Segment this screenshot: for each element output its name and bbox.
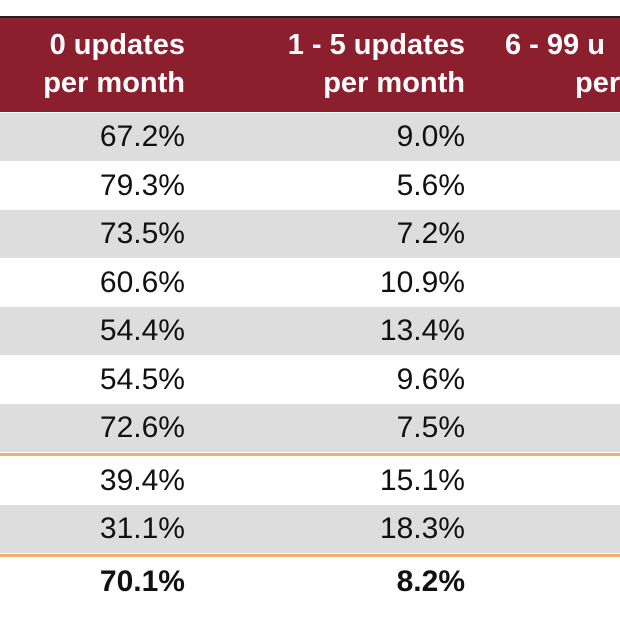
table-header [0,16,620,112]
cell: 15.1% [379,463,465,497]
cell: 73.5% [99,217,185,250]
table-row [0,259,620,307]
table-row [0,113,620,161]
cell: 31.1% [99,512,185,545]
header-cell: 6 - 99 u [505,29,605,61]
cell: 8.2% [396,564,465,598]
cell: 10.9% [379,265,465,299]
table-row [0,404,620,452]
cell: 67.2% [99,120,185,153]
cell: 13.4% [379,314,465,347]
table-row [0,307,620,355]
header-cell: 1 - 5 updates [287,29,465,61]
header-cell: per month [323,67,465,99]
cell: 54.5% [99,362,185,396]
cell: 9.0% [396,120,465,153]
cell: 54.4% [99,314,185,347]
cell: 9.6% [396,362,465,396]
table-row [0,505,620,553]
cell: 39.4% [99,463,185,497]
table-row [0,558,620,606]
cell: 7.5% [396,411,465,444]
header-cell: 0 updates [49,29,185,61]
separator [0,453,620,456]
table-row [0,457,620,505]
cell: 72.6% [99,411,185,444]
header-cell: per [575,67,620,99]
separator [0,554,620,557]
header-cell: per month [43,67,185,99]
cell: 7.2% [396,217,465,250]
cell: 79.3% [99,168,185,202]
table-row [0,162,620,210]
cell: 70.1% [99,564,185,598]
table-row [0,210,620,258]
cell: 5.6% [396,168,465,202]
cell: 18.3% [379,512,465,545]
cell: 60.6% [99,265,185,299]
table-row [0,356,620,404]
